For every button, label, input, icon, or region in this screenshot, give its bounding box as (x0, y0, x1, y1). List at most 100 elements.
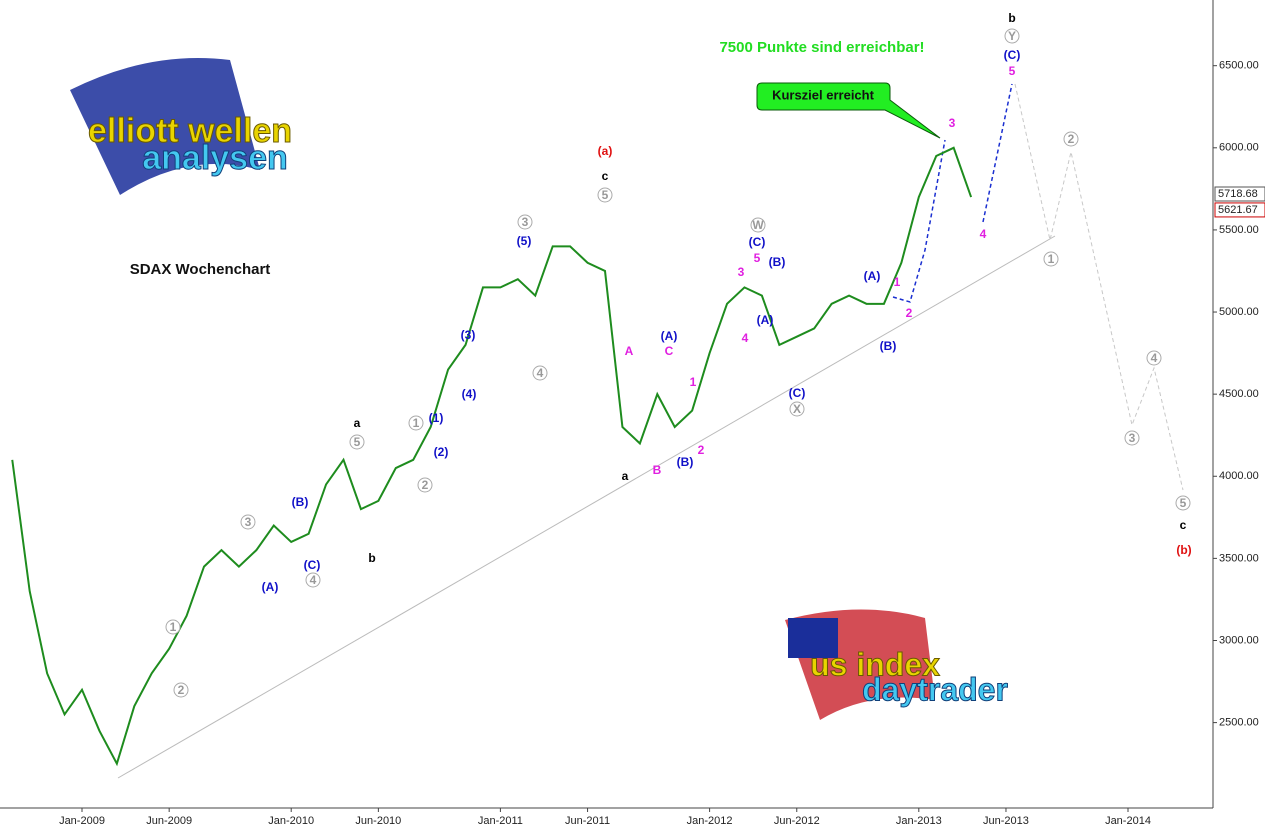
wave-label: X (793, 402, 801, 416)
y-tick-label: 2500.00 (1219, 717, 1259, 729)
y-tick-label: 3500.00 (1219, 552, 1259, 564)
wave-label: (b) (1176, 543, 1191, 557)
wave-label: 4 (980, 227, 987, 241)
wave-label: 2 (1068, 132, 1075, 146)
y-tick-label: 4500.00 (1219, 388, 1259, 400)
x-tick-label: Jan-2014 (1105, 815, 1151, 827)
wave-circle (532, 365, 548, 381)
price-line (11, 146, 973, 767)
wave-label: 3 (522, 215, 529, 229)
wave-label: b (368, 551, 375, 565)
y-tick-label: 5500.00 (1219, 224, 1259, 236)
wave-label: 5 (602, 188, 609, 202)
price-marker-label: 5718.68 (1218, 188, 1258, 200)
wave-circle (165, 619, 181, 635)
wave-circle (597, 187, 613, 203)
logo-text: analysen (142, 139, 288, 177)
x-tick-label: Jan-2013 (896, 815, 942, 827)
wave-label: (A) (262, 580, 279, 594)
y-tick-label: 3000.00 (1219, 634, 1259, 646)
wave-circle (1043, 251, 1059, 267)
wave-label: a (354, 416, 361, 430)
wave-label: 2 (698, 443, 705, 457)
wave-circle (750, 217, 766, 233)
wave-label: (5) (517, 234, 532, 248)
wave-label: 3 (1129, 431, 1136, 445)
price-marker-box (1214, 202, 1265, 218)
wave-label: A (625, 344, 634, 358)
wave-circle (789, 401, 805, 417)
x-tick-label: Jun-2012 (774, 815, 820, 827)
wave-label: 4 (537, 366, 544, 380)
wave-label: (B) (880, 339, 897, 353)
wave-circle (1063, 131, 1079, 147)
wave-label: 1 (894, 275, 901, 289)
wave-circle (1004, 28, 1020, 44)
y-tick-label: 6000.00 (1219, 142, 1259, 154)
trendline (117, 235, 1056, 779)
wave-label: c (602, 169, 609, 183)
wave-label: (A) (661, 329, 678, 343)
wave-circle (173, 682, 189, 698)
wave-label: c (1180, 518, 1187, 532)
wave-label: 1 (1048, 252, 1055, 266)
x-tick-label: Jan-2012 (687, 815, 733, 827)
wave-label: (C) (1004, 48, 1021, 62)
wave-circle (1175, 495, 1191, 511)
logo-elliott: elliott wellen analysen (70, 58, 293, 195)
x-tick-label: Jun-2009 (146, 815, 192, 827)
wave-label: (C) (304, 558, 321, 572)
wave-label: C (665, 344, 674, 358)
y-tick-label: 4000.00 (1219, 470, 1259, 482)
wave-label: 5 (1180, 496, 1187, 510)
x-tick-label: Jun-2013 (983, 815, 1029, 827)
wave-circle (1146, 350, 1162, 366)
wave-label: 2 (906, 306, 913, 320)
wave-label: (B) (292, 495, 309, 509)
x-tick-label: Jan-2011 (478, 815, 523, 827)
wave-label: (C) (749, 235, 766, 249)
chart-title: SDAX Wochenchart (130, 261, 271, 278)
logo-text: elliott wellen (88, 112, 292, 150)
callout-box (756, 82, 941, 139)
wave-label: (B) (677, 455, 694, 469)
wave-label: 2 (422, 478, 429, 492)
x-tick-label: Jan-2009 (59, 815, 105, 827)
logo-text: daytrader (862, 671, 1008, 707)
x-tick-label: Jan-2010 (268, 815, 314, 827)
y-tick-label: 5000.00 (1219, 306, 1259, 318)
logo-text: us index (810, 646, 940, 682)
wave-circle (417, 477, 433, 493)
wave-label: 4 (742, 331, 749, 345)
wave-label: a (622, 469, 629, 483)
wave-label: (a) (598, 144, 613, 158)
wave-label: 3 (738, 265, 745, 279)
wave-label: (A) (757, 313, 774, 327)
logo-us: us index daytrader (785, 609, 1008, 720)
price-marker-box (1214, 186, 1265, 202)
wave-label: (4) (462, 387, 477, 401)
callout-text: Kursziel erreicht (772, 87, 875, 102)
wave-circle (305, 572, 321, 588)
wave-label: 4 (310, 573, 317, 587)
wave-label: 1 (170, 620, 177, 634)
x-tick-label: Jun-2011 (565, 815, 610, 827)
wave-label: 5 (354, 435, 361, 449)
wave-circle (349, 434, 365, 450)
price-marker-label: 5621.67 (1218, 204, 1258, 216)
wave-circle (408, 415, 424, 431)
wave-label: b (1008, 11, 1015, 25)
blue-projection (982, 83, 1013, 223)
wave-label: (A) (864, 269, 881, 283)
wave-label: (2) (434, 445, 449, 459)
x-tick-label: Jun-2010 (355, 815, 401, 827)
blue-projection-2 (892, 139, 946, 303)
wave-circle (517, 214, 533, 230)
y-tick-label: 6500.00 (1219, 60, 1259, 72)
wave-label: 5 (754, 251, 761, 265)
wave-label: 1 (413, 416, 420, 430)
wave-label: 3 (949, 116, 956, 130)
wave-label: (B) (769, 255, 786, 269)
wave-circle (240, 514, 256, 530)
